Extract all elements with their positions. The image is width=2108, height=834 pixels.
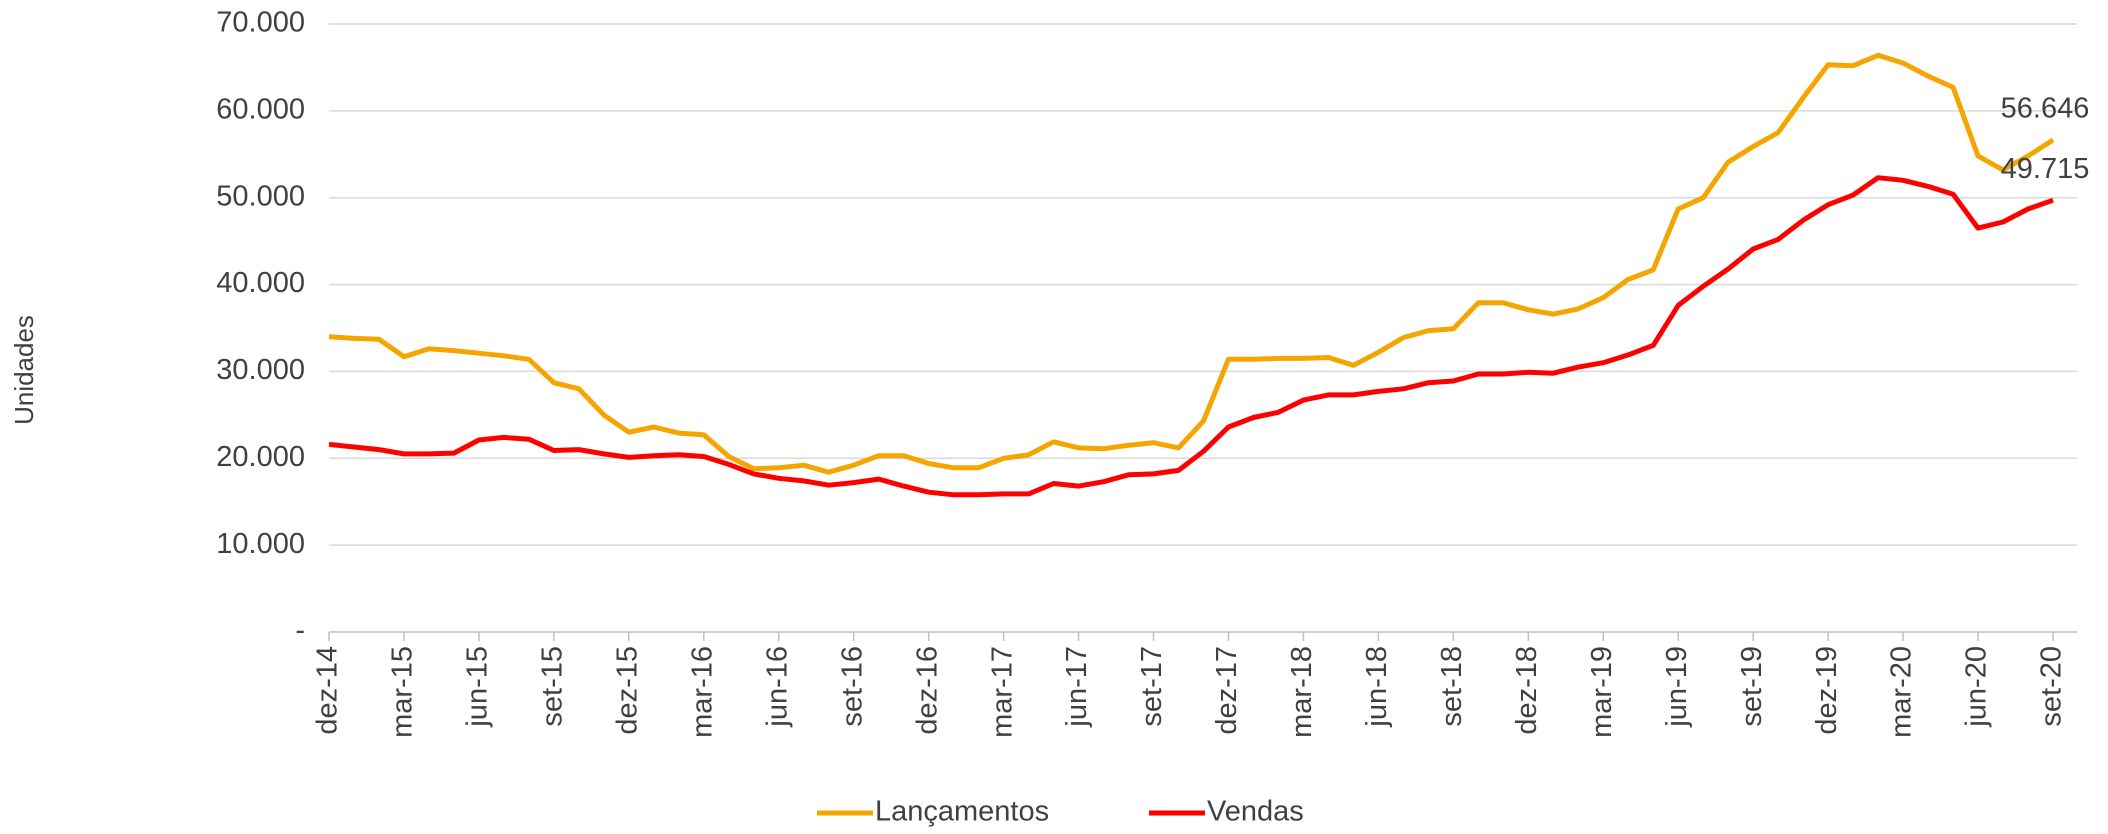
x-tick-label: mar-15 bbox=[387, 646, 419, 738]
x-tick-label: mar-18 bbox=[1286, 646, 1318, 738]
x-tick-label: jun-15 bbox=[462, 646, 494, 728]
x-tick-label: mar-16 bbox=[686, 646, 718, 738]
x-tick-label: set-15 bbox=[537, 646, 569, 727]
x-tick-label: set-16 bbox=[836, 646, 868, 727]
x-tick-label: mar-19 bbox=[1586, 646, 1618, 738]
y-tick-label: 10.000 bbox=[216, 528, 305, 560]
y-tick-label: 70.000 bbox=[216, 7, 305, 39]
x-tick-label: set-17 bbox=[1136, 646, 1168, 727]
x-tick-label: jun-19 bbox=[1661, 646, 1693, 728]
x-tick-label: jun-18 bbox=[1361, 646, 1393, 728]
x-tick-label: dez-15 bbox=[611, 646, 643, 735]
legend-label: Vendas bbox=[1207, 796, 1304, 828]
x-tick-label: jun-17 bbox=[1061, 646, 1093, 728]
data-label: 49.715 bbox=[2001, 153, 2090, 185]
x-tick-label: dez-19 bbox=[1811, 646, 1843, 735]
y-tick-label: 30.000 bbox=[216, 354, 305, 386]
x-tick-label: mar-17 bbox=[986, 646, 1018, 738]
y-tick-label: - bbox=[295, 615, 305, 647]
x-tick-label: jun-16 bbox=[761, 646, 793, 728]
legend-label: Lançamentos bbox=[875, 796, 1049, 828]
x-tick-label: dez-18 bbox=[1511, 646, 1543, 735]
line-series bbox=[328, 175, 2054, 498]
y-tick-label: 20.000 bbox=[216, 441, 305, 473]
y-tick-label: 40.000 bbox=[216, 267, 305, 299]
x-tick-label: set-19 bbox=[1736, 646, 1768, 727]
data-label: 56.646 bbox=[2001, 93, 2090, 125]
y-tick-label: 50.000 bbox=[216, 180, 305, 212]
x-tick-label: jun-20 bbox=[1961, 646, 1993, 728]
x-tick-label: mar-20 bbox=[1886, 646, 1918, 738]
x-tick-label: dez-14 bbox=[312, 646, 344, 735]
x-tick-label: dez-17 bbox=[1211, 646, 1243, 735]
y-tick-label: 60.000 bbox=[216, 94, 305, 126]
x-tick-label: set-18 bbox=[1436, 646, 1468, 727]
y-axis-label: Unidades bbox=[9, 315, 39, 425]
x-tick-label: set-20 bbox=[2036, 646, 2068, 727]
x-tick-label: dez-16 bbox=[911, 646, 943, 735]
line-series bbox=[328, 52, 2055, 475]
